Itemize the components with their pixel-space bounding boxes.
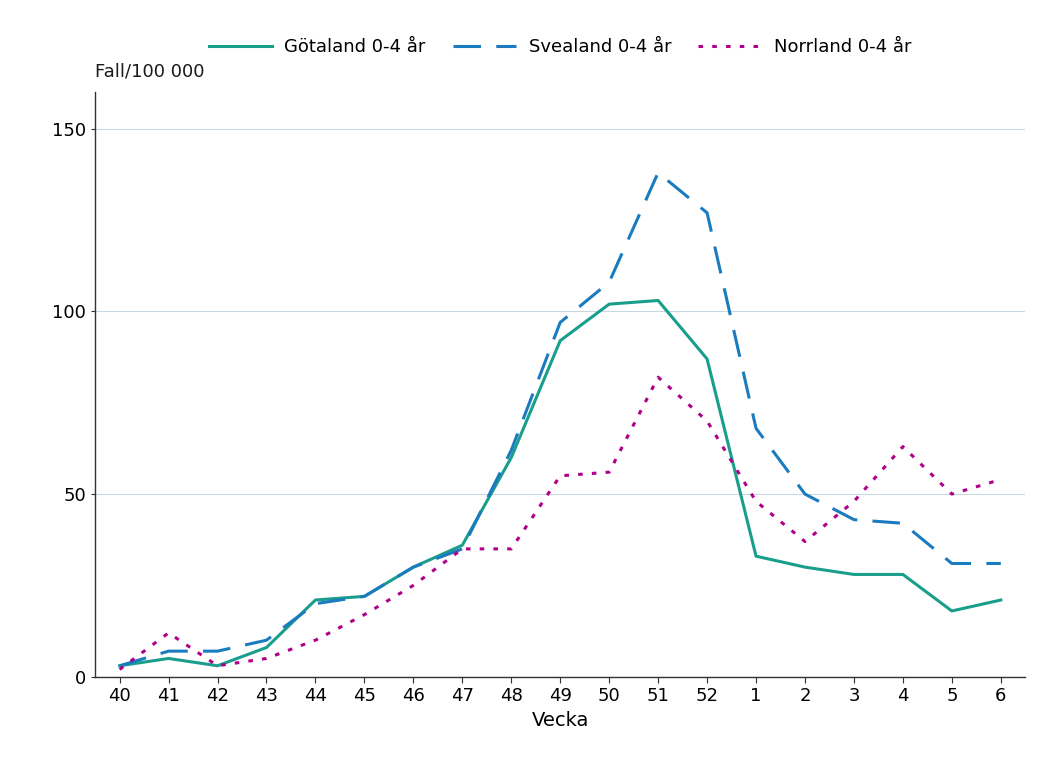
Text: Fall/100 000: Fall/100 000	[95, 62, 205, 81]
X-axis label: Vecka: Vecka	[532, 711, 589, 730]
Legend: Götaland 0-4 år, Svealand 0-4 år, Norrland 0-4 år: Götaland 0-4 år, Svealand 0-4 år, Norrla…	[202, 32, 919, 64]
